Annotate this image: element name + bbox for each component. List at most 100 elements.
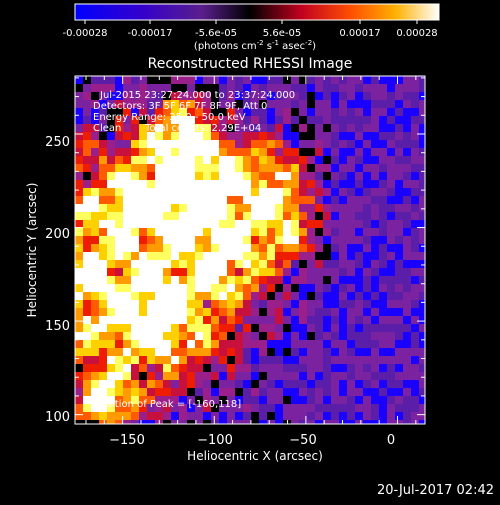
heatmap-pixel bbox=[323, 100, 331, 108]
heatmap-pixel bbox=[363, 316, 371, 324]
heatmap-pixel bbox=[411, 420, 419, 424]
heatmap-pixel bbox=[203, 324, 211, 332]
heatmap-pixel bbox=[203, 340, 211, 348]
heatmap-pixel bbox=[299, 356, 307, 364]
heatmap-pixel bbox=[99, 116, 107, 124]
heatmap-pixel bbox=[347, 148, 355, 156]
heatmap-pixel bbox=[107, 396, 115, 404]
heatmap-pixel bbox=[259, 220, 267, 228]
heatmap-pixel bbox=[147, 204, 155, 212]
heatmap-pixel bbox=[275, 124, 283, 132]
heatmap-pixel bbox=[387, 156, 395, 164]
heatmap-pixel bbox=[347, 372, 355, 380]
heatmap-pixel bbox=[155, 220, 163, 228]
heatmap-pixel bbox=[275, 164, 283, 172]
heatmap-pixel bbox=[291, 300, 299, 308]
heatmap-pixel bbox=[195, 180, 203, 188]
heatmap-pixel bbox=[315, 156, 323, 164]
heatmap-pixel bbox=[107, 196, 115, 204]
heatmap-pixel bbox=[147, 308, 155, 316]
heatmap-pixel bbox=[363, 348, 371, 356]
heatmap-pixel bbox=[291, 316, 299, 324]
heatmap-pixel bbox=[171, 420, 179, 424]
heatmap-pixel bbox=[411, 404, 419, 412]
heatmap-pixel bbox=[219, 100, 227, 108]
heatmap-pixel bbox=[363, 84, 371, 92]
heatmap-pixel bbox=[203, 268, 211, 276]
heatmap-pixel bbox=[227, 268, 235, 276]
heatmap-pixel bbox=[139, 356, 147, 364]
heatmap-pixel bbox=[275, 260, 283, 268]
heatmap-pixel bbox=[139, 92, 147, 100]
heatmap-pixel bbox=[91, 348, 99, 356]
heatmap-pixel bbox=[155, 204, 163, 212]
heatmap-pixel bbox=[299, 92, 307, 100]
heatmap-pixel bbox=[331, 188, 339, 196]
heatmap-pixel bbox=[75, 260, 83, 268]
heatmap-pixel bbox=[227, 412, 235, 420]
heatmap-pixel bbox=[123, 108, 131, 116]
heatmap-pixel bbox=[267, 236, 275, 244]
heatmap-pixel bbox=[155, 404, 163, 412]
heatmap-pixel bbox=[259, 188, 267, 196]
heatmap-pixel bbox=[283, 156, 291, 164]
heatmap-pixel bbox=[299, 300, 307, 308]
heatmap-pixel bbox=[171, 364, 179, 372]
heatmap-pixel bbox=[243, 204, 251, 212]
heatmap-pixel bbox=[379, 196, 387, 204]
heatmap-pixel bbox=[259, 404, 267, 412]
heatmap-pixel bbox=[203, 404, 211, 412]
heatmap-pixel bbox=[275, 196, 283, 204]
heatmap-pixel bbox=[379, 300, 387, 308]
heatmap-pixel bbox=[291, 100, 299, 108]
heatmap-pixel bbox=[331, 316, 339, 324]
heatmap-pixel bbox=[323, 236, 331, 244]
heatmap-pixel bbox=[107, 100, 115, 108]
heatmap-pixel bbox=[267, 196, 275, 204]
heatmap-pixel bbox=[155, 84, 163, 92]
heatmap-pixel bbox=[131, 204, 139, 212]
heatmap-pixel bbox=[411, 156, 419, 164]
heatmap-pixel bbox=[283, 124, 291, 132]
heatmap-pixel bbox=[91, 412, 99, 420]
heatmap-pixel bbox=[355, 412, 363, 420]
heatmap-pixel bbox=[411, 340, 419, 348]
heatmap-pixel bbox=[139, 268, 147, 276]
heatmap-pixel bbox=[299, 260, 307, 268]
heatmap-pixel bbox=[355, 252, 363, 260]
heatmap-pixel bbox=[75, 164, 83, 172]
heatmap-pixel bbox=[83, 356, 91, 364]
heatmap-pixel bbox=[243, 252, 251, 260]
heatmap-pixel bbox=[203, 228, 211, 236]
heatmap-pixel bbox=[339, 356, 347, 364]
heatmap-pixel bbox=[75, 188, 83, 196]
heatmap-pixel bbox=[395, 124, 403, 132]
heatmap-pixel bbox=[347, 188, 355, 196]
heatmap-pixel bbox=[419, 156, 425, 164]
heatmap-pixel bbox=[363, 420, 371, 424]
heatmap-pixel bbox=[251, 268, 259, 276]
heatmap-pixel bbox=[259, 212, 267, 220]
heatmap-pixel bbox=[275, 172, 283, 180]
heatmap-pixel bbox=[211, 308, 219, 316]
heatmap-pixel bbox=[243, 268, 251, 276]
heatmap-pixel bbox=[131, 92, 139, 100]
heatmap-pixel bbox=[147, 380, 155, 388]
heatmap-pixel bbox=[395, 372, 403, 380]
heatmap-pixel bbox=[315, 284, 323, 292]
heatmap-pixel bbox=[139, 284, 147, 292]
heatmap-pixel bbox=[363, 268, 371, 276]
heatmap-pixel bbox=[403, 172, 411, 180]
heatmap-pixel bbox=[123, 132, 131, 140]
heatmap-pixel bbox=[115, 372, 123, 380]
heatmap-pixel bbox=[131, 180, 139, 188]
heatmap-pixel bbox=[107, 348, 115, 356]
heatmap-pixel bbox=[275, 108, 283, 116]
heatmap-pixel bbox=[243, 340, 251, 348]
heatmap-pixel bbox=[75, 124, 83, 132]
heatmap-pixel bbox=[131, 228, 139, 236]
heatmap-pixel bbox=[419, 180, 425, 188]
heatmap-pixel bbox=[187, 244, 195, 252]
heatmap-pixel bbox=[411, 236, 419, 244]
heatmap-pixel bbox=[339, 124, 347, 132]
